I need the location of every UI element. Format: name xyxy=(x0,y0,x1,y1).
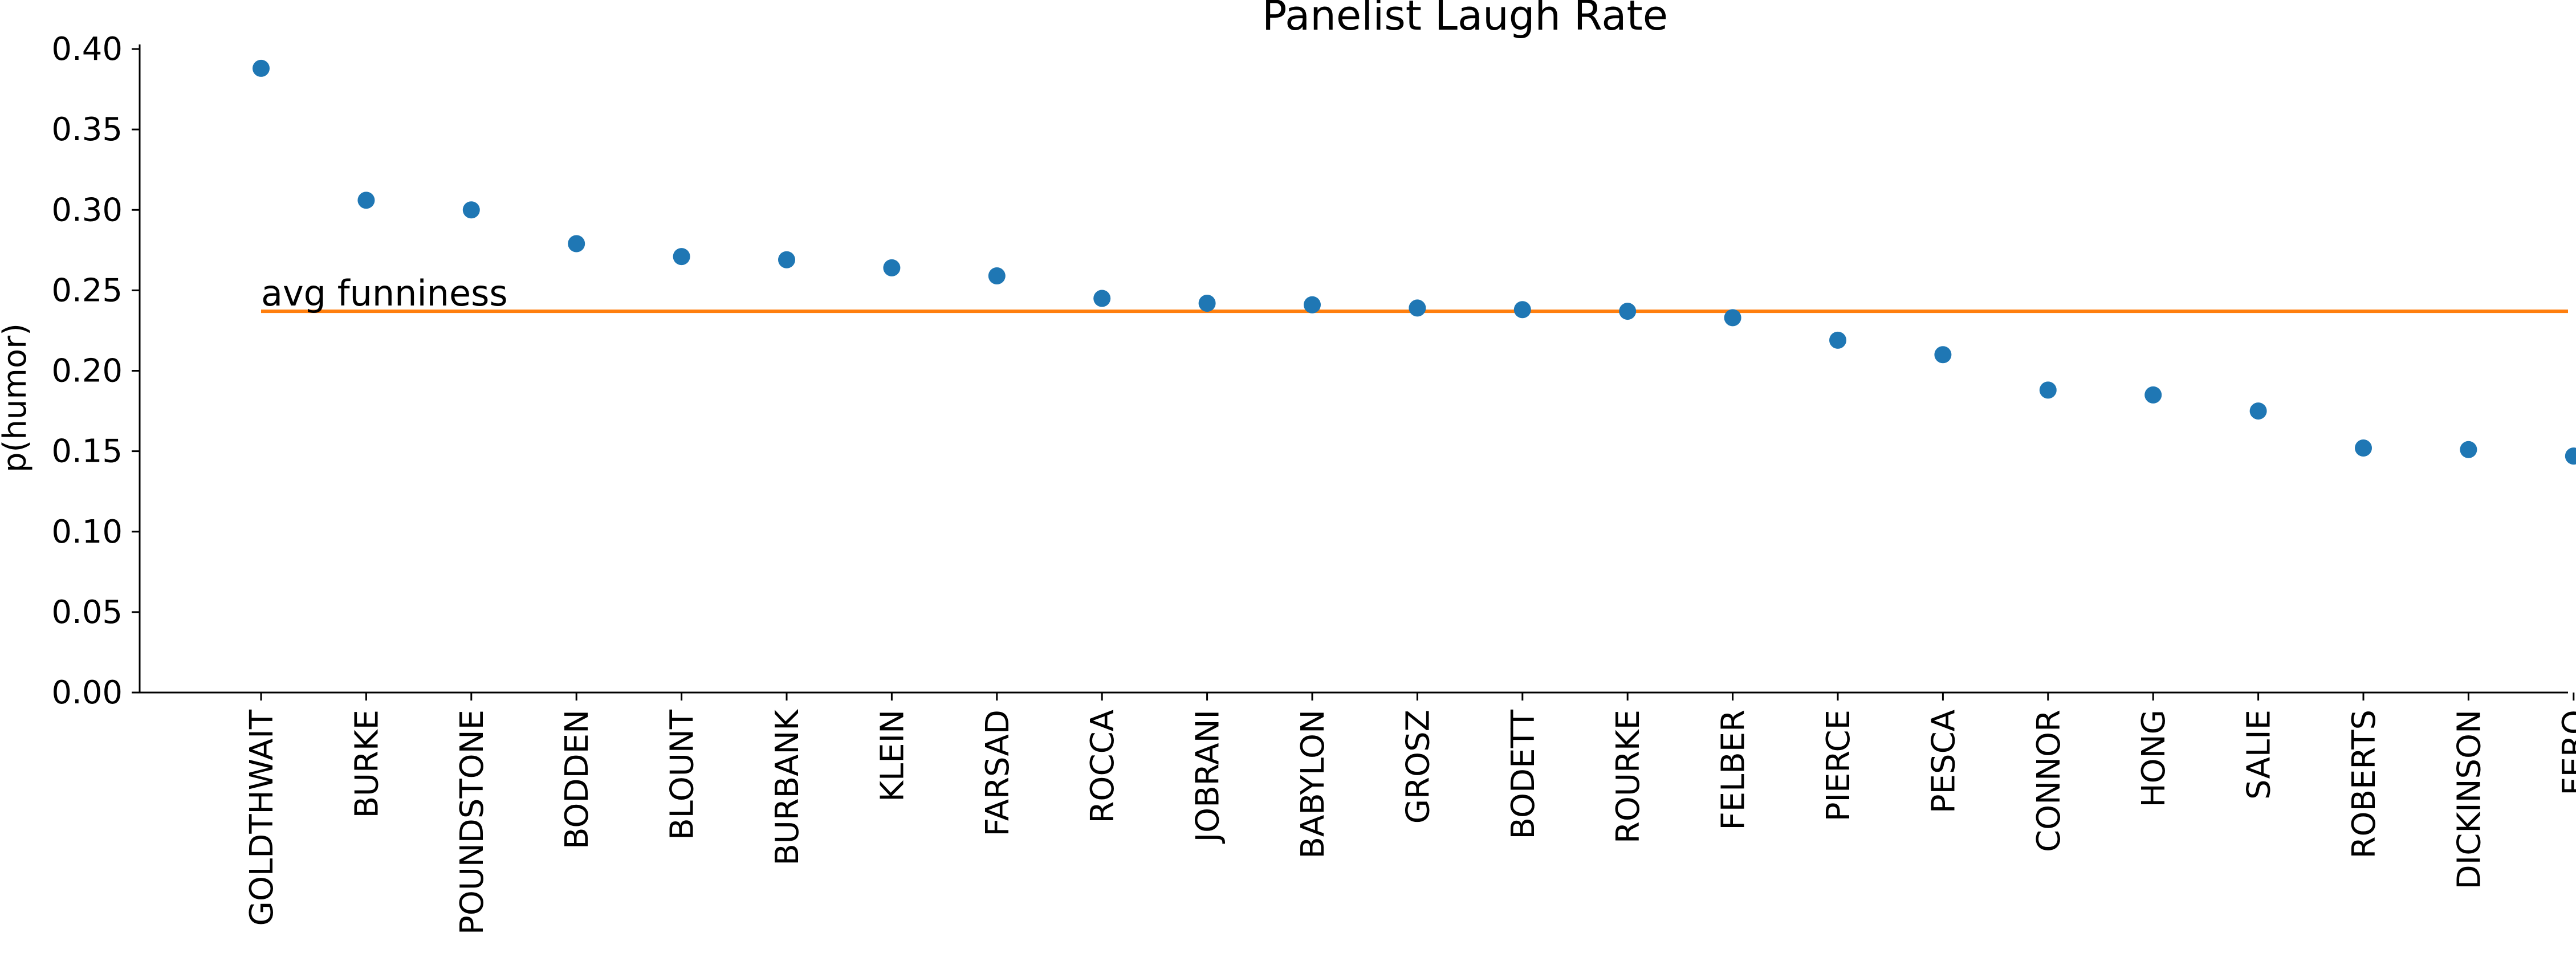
x-tick-label-hong: HONG xyxy=(2135,710,2172,807)
point-salie xyxy=(2249,402,2267,420)
point-goldthwait xyxy=(253,59,270,77)
x-tick-label-rocca: ROCCA xyxy=(1084,710,1121,824)
x-tick-label-blount: BLOUNT xyxy=(664,709,701,840)
x-tick-label-dickinson: DICKINSON xyxy=(2451,710,2488,889)
x-tick-label-bodett: BODETT xyxy=(1505,709,1542,839)
x-tick-label-poundstone: POUNDSTONE xyxy=(454,710,491,935)
chart-title: Panelist Laugh Rate xyxy=(1262,0,1668,39)
point-burke xyxy=(357,192,375,209)
x-tick-label-bodden: BODDEN xyxy=(559,710,596,849)
x-tick-label-grosz: GROSZ xyxy=(1399,710,1436,824)
point-bodden xyxy=(568,235,585,253)
point-dickinson xyxy=(2460,441,2477,458)
y-tick-label: 0.00 xyxy=(51,674,123,711)
x-tick-label-pesca: PESCA xyxy=(1925,710,1962,813)
y-tick-label: 0.40 xyxy=(51,31,123,68)
point-farsad xyxy=(988,267,1006,284)
x-tick-label-babylon: BABYLON xyxy=(1295,710,1332,858)
x-tick-label-burbank: BURBANK xyxy=(769,709,806,866)
y-tick-label: 0.10 xyxy=(51,514,123,551)
point-jobrani xyxy=(1198,294,1216,312)
y-axis-ticks: 0.00 0.05 0.10 0.15 0.20 0.25 0.30 0.35 0.40 xyxy=(51,31,140,711)
point-grosz xyxy=(1409,299,1426,317)
y-tick-label: 0.15 xyxy=(51,433,123,470)
x-tick-label-goldthwait: GOLDTHWAIT xyxy=(243,709,280,926)
point-connor xyxy=(2039,381,2057,399)
x-tick-label-rourke: ROURKE xyxy=(1610,710,1647,844)
y-tick-label: 0.25 xyxy=(51,272,123,309)
point-babylon xyxy=(1304,296,1321,313)
x-tick-label-connor: CONNOR xyxy=(2030,710,2068,852)
point-klein xyxy=(883,259,901,276)
x-axis-ticks: GOLDTHWAIT BURKE POUNDSTONE BODDEN BLOUNT BUR… xyxy=(243,693,2576,935)
y-tick-label: 0.35 xyxy=(51,111,123,148)
data-points xyxy=(253,59,2576,465)
point-rocca xyxy=(1093,290,1111,307)
avg-funniness-label: avg funniness xyxy=(261,272,508,314)
point-pierce xyxy=(1829,331,1846,349)
x-tick-label-fero: FERO xyxy=(2556,710,2576,796)
point-blount xyxy=(673,248,690,266)
x-tick-label-roberts: ROBERTS xyxy=(2346,710,2383,858)
point-pesca xyxy=(1934,346,1952,364)
y-tick-label: 0.05 xyxy=(51,594,123,631)
point-roberts xyxy=(2355,439,2372,457)
point-felber xyxy=(1724,309,1741,327)
y-tick-label: 0.20 xyxy=(51,353,123,390)
x-tick-label-burke: BURKE xyxy=(348,710,385,818)
x-tick-label-felber: FELBER xyxy=(1715,710,1752,830)
point-bodett xyxy=(1513,301,1531,319)
point-fero xyxy=(2565,447,2576,465)
x-tick-label-jobrani: JOBRANI xyxy=(1190,710,1227,844)
point-poundstone xyxy=(462,201,480,219)
x-tick-label-pierce: PIERCE xyxy=(1820,710,1857,821)
y-tick-label: 0.30 xyxy=(51,192,123,229)
point-burbank xyxy=(778,251,795,268)
y-axis-label: p(humor) xyxy=(0,323,34,473)
point-hong xyxy=(2144,386,2162,404)
point-rourke xyxy=(1619,303,1637,320)
x-tick-label-klein: KLEIN xyxy=(874,710,911,802)
x-tick-label-salie: SALIE xyxy=(2241,710,2278,800)
x-tick-label-farsad: FARSAD xyxy=(979,710,1016,836)
